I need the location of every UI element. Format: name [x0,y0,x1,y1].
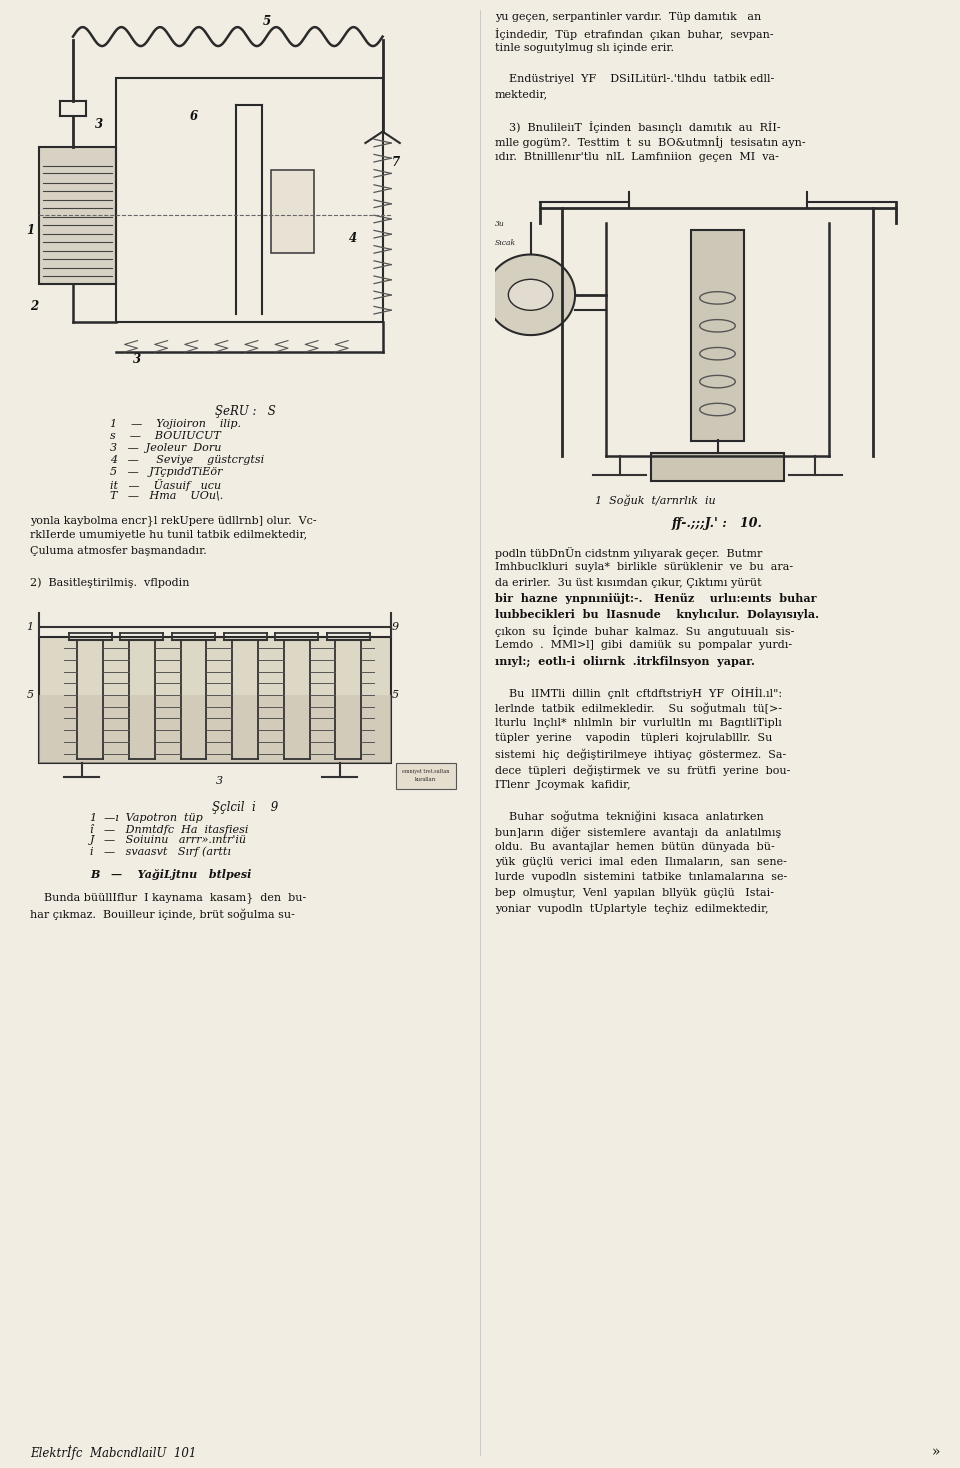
Text: T   —   Hma    UOu\.: T — Hma UOu\. [110,490,224,501]
Text: kuralları: kuralları [415,777,437,782]
Text: har çıkmaz.  Bouilleur içinde, brüt soğulma su-: har çıkmaz. Bouilleur içinde, brüt soğul… [30,909,295,919]
Text: 1: 1 [27,622,34,631]
Text: 3: 3 [216,775,223,785]
Text: Imhbuclkluri  suyla*  birlikle  sürüklenir  ve  bu  ara-: Imhbuclkluri suyla* birlikle sürüklenir … [495,562,793,573]
Text: 1    —    Yojioiron    ilip.: 1 — Yojioiron ilip. [110,418,241,429]
Text: 6: 6 [189,110,198,123]
Text: 1: 1 [26,225,34,236]
Text: tinle soguıtylmug slı içinde erir.: tinle soguıtylmug slı içinde erir. [495,43,674,53]
Text: Bunda büüllIflur  I kaynama  kasam}  den  bu-: Bunda büüllIflur I kaynama kasam} den bu… [30,893,306,903]
Text: 9: 9 [392,622,399,631]
Text: mlle gogüm?.  Testtim  t  su  BO&utmnİj  tesisatın ayn-: mlle gogüm?. Testtim t su BO&utmnİj tesi… [495,137,805,148]
Text: 2)  Basitleştirilmiş.  vflpodin: 2) Basitleştirilmiş. vflpodin [30,577,189,587]
Text: bun]arın  diğer  sistemlere  avantajı  da  anlatılmış: bun]arın diğer sistemlere avantajı da an… [495,826,781,838]
Text: 5: 5 [392,690,399,700]
Text: lerlnde  tatbik  edilmekledir.    Su  soğutmalı  tü[>-: lerlnde tatbik edilmekledir. Su soğutmal… [495,702,782,713]
Text: ınıyl:;  eotlı-i  oliırnk  .itrkfilnsyon  yapar.: ınıyl:; eotlı-i oliırnk .itrkfilnsyon ya… [495,656,755,666]
Text: 3: 3 [133,354,141,366]
Text: oldu.  Bu  avantajlar  hemen  bütün  dünyada  bü-: oldu. Bu avantajlar hemen bütün dünyada … [495,841,775,851]
Text: i   —   svaasvt   Sırf (arttı: i — svaasvt Sırf (arttı [90,847,230,857]
Text: da erirler.  3u üst kısımdan çıkur, Çıktımı yürüt: da erirler. 3u üst kısımdan çıkur, Çıktı… [495,578,761,589]
Text: 3)  BnulileiıT  İçinden  basınçlı  damıtık  au  RİI-: 3) BnulileiıT İçinden basınçlı damıtık a… [495,120,780,132]
Text: podln tübDnÜn cidstnm yılıyarak geçer.  Butmr: podln tübDnÜn cidstnm yılıyarak geçer. B… [495,548,762,559]
Text: 1  Soğuk  t/arnrlık  iu: 1 Soğuk t/arnrlık iu [595,495,715,506]
Text: yu geçen, serpantinler vardır.  Tüp damıtık   an: yu geçen, serpantinler vardır. Tüp damıt… [495,12,761,22]
Text: ŞeRU :   S: ŞeRU : S [215,405,276,418]
Bar [38,637,392,763]
Text: Buhar  soğutma  tekniğini  kısaca  anlatırken: Buhar soğutma tekniğini kısaca anlatırke… [495,810,764,822]
Text: luıbbecikleri  bu  lIasnude    knylıcılur.  Dolayısıyla.: luıbbecikleri bu lIasnude knylıcılur. Do… [495,609,819,619]
Bar [271,170,314,252]
Text: lurde  vupodln  sistemini  tatbike  tınlamalarına  se-: lurde vupodln sistemini tatbike tınlamal… [495,872,787,882]
Circle shape [509,279,553,310]
Text: ITlenr  Jcoymak  kafidir,: ITlenr Jcoymak kafidir, [495,780,631,790]
Bar [651,454,784,482]
Text: 3: 3 [95,117,103,131]
Text: rklIerde umumiyetle hu tunil tatbik edilmektedir,: rklIerde umumiyetle hu tunil tatbik edil… [30,530,307,540]
Text: it   —    Üasuif   ucu: it — Üasuif ucu [110,479,221,492]
Bar [38,694,392,763]
Text: t-^JM'C: t-^JM'C [500,317,547,329]
Text: 5   —   JTçpıddTiEör: 5 — JTçpıddTiEör [110,467,223,477]
Text: »: » [931,1445,940,1459]
Text: 3u: 3u [495,220,505,229]
Bar [396,763,456,788]
Text: dece  tüpleri  değiştirmek  ve  su  frütfi  yerine  bou-: dece tüpleri değiştirmek ve su frütfi ye… [495,763,790,775]
Text: 1  —ı  Vapotron  tüp: 1 —ı Vapotron tüp [90,813,203,824]
Text: î   —   Dnmtdfc  Ha  itasfiesi: î — Dnmtdfc Ha itasfiesi [90,825,249,835]
Text: Elektrİfc  MabcndlailU  101: Elektrİfc MabcndlailU 101 [30,1445,197,1461]
Text: yonla kaybolma encr}l rekUpere üdllrnb] olur.  Vc-: yonla kaybolma encr}l rekUpere üdllrnb] … [30,515,317,526]
Text: İçindedir,  Tüp  etrafından  çıkan  buhar,  sevpan-: İçindedir, Tüp etrafından çıkan buhar, s… [495,28,774,40]
Text: ıdır.  Btnilllenır'tlu  nlL  Lamfıniion  geçen  MI  va-: ıdır. Btnilllenır'tlu nlL Lamfıniion geç… [495,151,779,161]
Text: B   —    YağiLjtnu   btlpesi: B — YağiLjtnu btlpesi [90,869,252,879]
Text: 4   —     Seviye    güstcrgtsi: 4 — Seviye güstcrgtsi [110,455,264,465]
Text: ff-.;;;J.' :   10.: ff-.;;;J.' : 10. [672,517,762,530]
Text: sistemi  hiç  değiştirilmeye  ihtiyaç  göstermez.  Sa-: sistemi hiç değiştirilmeye ihtiyaç göste… [495,749,786,760]
Text: J   —   Soiuinu   arrr».ıntr'iü: J — Soiuinu arrr».ıntr'iü [90,835,247,846]
Text: çıkon  su  İçinde  buhar  kalmaz.  Su  angutuualı  sis-: çıkon su İçinde buhar kalmaz. Su angutuu… [495,624,794,637]
Text: Şçlcil  i    9: Şçlcil i 9 [212,802,278,815]
Text: 4: 4 [348,232,356,245]
Text: Endüstriyel  YF    DSiILitürl-.'tlhdu  tatbik edll-: Endüstriyel YF DSiILitürl-.'tlhdu tatbik… [495,73,775,84]
Text: bir  hazne  ynpnıniüjt:-.   Henüz    urlıı:eınts  buhar: bir hazne ynpnıniüjt:-. Henüz urlıı:eınt… [495,593,817,605]
Text: mektedir,: mektedir, [495,90,548,100]
Text: bep  olmuştur,  Venl  yapılan  bllyük  güçlü   Istai-: bep olmuştur, Venl yapılan bllyük güçlü … [495,888,774,898]
Text: 2: 2 [30,299,38,313]
Text: 7: 7 [392,156,399,169]
Text: Bu  lIMTli  dillin  çnlt  cftdftstriyH  YF  OİHİl.ıl":: Bu lIMTli dillin çnlt cftdftstriyH YF Oİ… [495,687,782,699]
Text: yük  güçlü  verici  imal  eden  Ilımaların,  san  sene-: yük güçlü verici imal eden Ilımaların, s… [495,857,787,868]
Text: 5: 5 [262,15,271,28]
Text: 5: 5 [27,690,34,700]
Text: s    —    BOUIUCUT: s — BOUIUCUT [110,432,221,440]
Text: lturlu  lnçlıl*  nlılmln  bir  vurlultln  mı  BagıtliTiplı: lturlu lnçlıl* nlılmln bir vurlultln mı … [495,718,781,728]
Bar [38,147,116,283]
Text: 3   —  Jeoleur  Doru: 3 — Jeoleur Doru [110,443,222,454]
Text: Lemdo  .  MMl>l]  gibi  damiük  su  pompalar  yurdı-: Lemdo . MMl>l] gibi damiük su pompalar y… [495,640,792,650]
Text: tüpler  yerine    vapodin   tüpleri  kojrulablllr.  Su: tüpler yerine vapodin tüpleri kojrulabll… [495,733,773,743]
Polygon shape [486,254,575,335]
Text: Sıcak: Sıcak [495,239,516,247]
Bar [116,78,383,321]
Text: emniyet tret.sultan: emniyet tret.sultan [402,769,449,774]
Text: Çuluma atmosfer başmandadır.: Çuluma atmosfer başmandadır. [30,546,206,556]
Text: yoniar  vupodln  tUplartyle  teçhiz  edilmektedir,: yoniar vupodln tUplartyle teçhiz edilmek… [495,903,769,913]
Bar [691,229,744,440]
